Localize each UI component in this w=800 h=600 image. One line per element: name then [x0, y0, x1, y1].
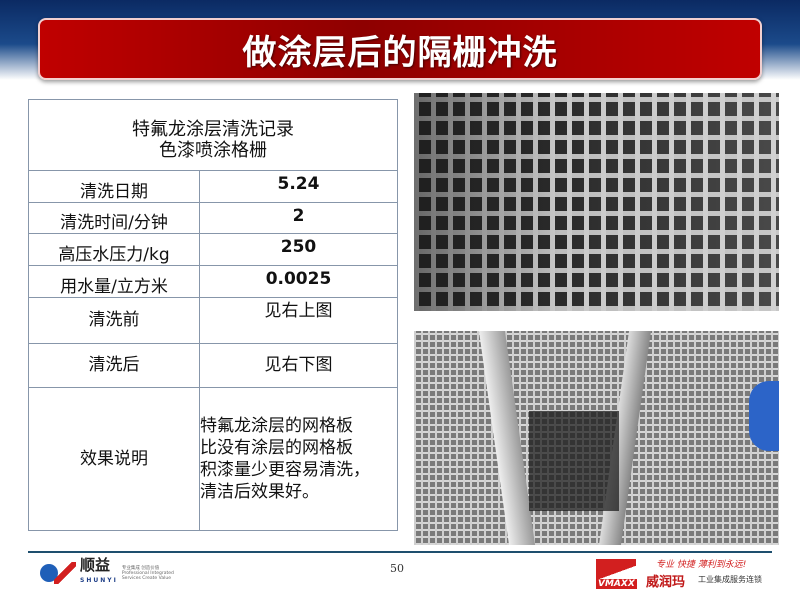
row-value: 250	[199, 233, 398, 266]
table-header: 特氟龙涂层清洗记录 色漆喷涂格栅	[28, 99, 398, 171]
blue-object	[749, 381, 779, 451]
desc-line: 特氟龙涂层的网格板	[200, 416, 353, 436]
vmaxx-mark: VMAXX	[596, 579, 637, 589]
walkway-rail	[478, 331, 536, 545]
table-row: 清洗后 见右下图	[28, 343, 398, 388]
row-value: 见右上图	[199, 297, 398, 344]
table-row: 清洗前 见右上图	[28, 297, 398, 344]
row-label: 清洗日期	[28, 170, 200, 203]
footer-divider	[28, 551, 772, 553]
row-label: 清洗前	[28, 297, 200, 344]
row-label: 清洗后	[28, 343, 200, 388]
shunyi-logo: 顺益 SHUNYI 专业集成 创造价值 Professional Integrate…	[40, 556, 182, 586]
table-subtitle: 色漆喷涂格栅	[159, 140, 267, 161]
brand-name: 顺益 SHUNYI	[80, 556, 118, 585]
table-row: 效果说明 特氟龙涂层的网格板 比没有涂层的网格板 积漆量少更容易清洗， 清洁后效…	[28, 387, 398, 531]
vmaxx-logo: VMAXX 专业 快捷 薄利到永远! 威润玛 工业集成服务连锁	[596, 557, 786, 591]
photo-before-cleaning	[414, 93, 779, 311]
vmaxx-name: 威润玛	[646, 575, 686, 590]
desc-line: 清洁后效果好。	[200, 482, 319, 502]
effect-description: 特氟龙涂层的网格板 比没有涂层的网格板 积漆量少更容易清洗， 清洁后效果好。	[199, 387, 398, 531]
row-label: 效果说明	[28, 387, 200, 531]
page-title: 做涂层后的隔栅冲洗	[242, 32, 558, 73]
desc-line: 积漆量少更容易清洗，	[200, 460, 370, 480]
vmaxx-slogan: 专业 快捷 薄利到永远!	[656, 560, 747, 570]
page-number: 50	[390, 562, 404, 575]
row-label: 用水量/立方米	[28, 265, 200, 298]
row-value: 0.0025	[199, 265, 398, 298]
desc-line: 比没有涂层的网格板	[200, 438, 353, 458]
row-value: 见右下图	[199, 343, 398, 388]
row-value: 2	[199, 202, 398, 234]
row-label: 高压水压力/kg	[28, 233, 200, 266]
cleaning-record-table: 特氟龙涂层清洗记录 色漆喷涂格栅 清洗日期 5.24 清洗时间/分钟 2 高压水压力/…	[28, 99, 398, 531]
table-row: 用水量/立方米 0.0025	[28, 265, 398, 298]
photo-after-cleaning	[414, 331, 779, 545]
table-row: 清洗日期 5.24	[28, 170, 398, 203]
brand-tagline: 专业集成 创造价值 Professional Integrated Service…	[121, 565, 174, 581]
vmaxx-subtitle: 工业集成服务连锁	[698, 575, 762, 584]
title-bar: 做涂层后的隔栅冲洗	[38, 18, 762, 80]
row-label: 清洗时间/分钟	[28, 202, 200, 234]
table-title: 特氟龙涂层清洗记录	[132, 119, 294, 140]
row-value: 5.24	[199, 170, 398, 203]
table-row: 高压水压力/kg 250	[28, 233, 398, 266]
dark-grating	[529, 411, 619, 511]
table-row: 清洗时间/分钟 2	[28, 202, 398, 234]
sy-logo-icon	[40, 562, 76, 584]
